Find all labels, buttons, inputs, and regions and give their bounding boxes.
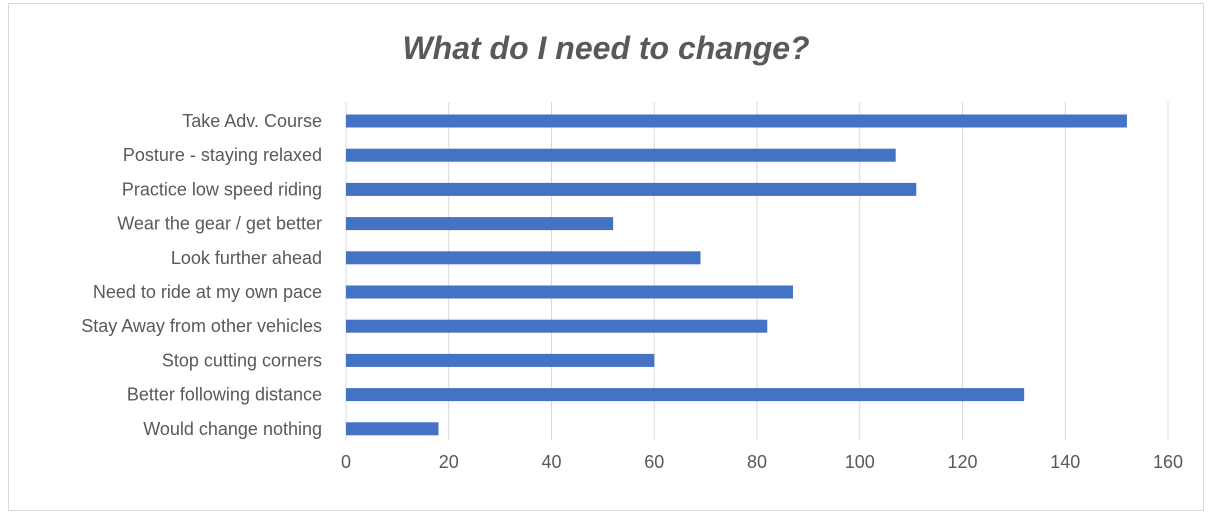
x-tick-label: 120 bbox=[947, 452, 977, 472]
x-tick-label: 160 bbox=[1153, 452, 1183, 472]
bar bbox=[346, 353, 655, 367]
category-label: Stop cutting corners bbox=[162, 350, 322, 370]
bar bbox=[346, 114, 1127, 128]
x-tick-label: 80 bbox=[747, 452, 767, 472]
category-label: Practice low speed riding bbox=[122, 179, 322, 199]
x-tick-label: 140 bbox=[1050, 452, 1080, 472]
x-tick-label: 100 bbox=[845, 452, 875, 472]
bar bbox=[346, 319, 768, 333]
bar bbox=[346, 182, 917, 196]
bar bbox=[346, 251, 701, 265]
bar bbox=[346, 285, 793, 299]
category-label: Posture - staying relaxed bbox=[123, 145, 322, 165]
category-label: Take Adv. Course bbox=[182, 111, 322, 131]
bar bbox=[346, 217, 614, 231]
category-label: Stay Away from other vehicles bbox=[81, 316, 322, 336]
bar bbox=[346, 148, 896, 162]
category-label: Would change nothing bbox=[143, 419, 322, 439]
x-tick-label: 0 bbox=[341, 452, 351, 472]
chart-title: What do I need to change? bbox=[402, 30, 810, 66]
category-label: Need to ride at my own pace bbox=[93, 282, 322, 302]
bar bbox=[346, 422, 439, 436]
category-label: Look further ahead bbox=[171, 248, 322, 268]
category-label: Better following distance bbox=[127, 385, 322, 405]
bar bbox=[346, 388, 1025, 402]
x-tick-label: 20 bbox=[439, 452, 459, 472]
x-tick-label: 40 bbox=[541, 452, 561, 472]
category-label: Wear the gear / get better bbox=[117, 214, 322, 234]
x-tick-label: 60 bbox=[644, 452, 664, 472]
